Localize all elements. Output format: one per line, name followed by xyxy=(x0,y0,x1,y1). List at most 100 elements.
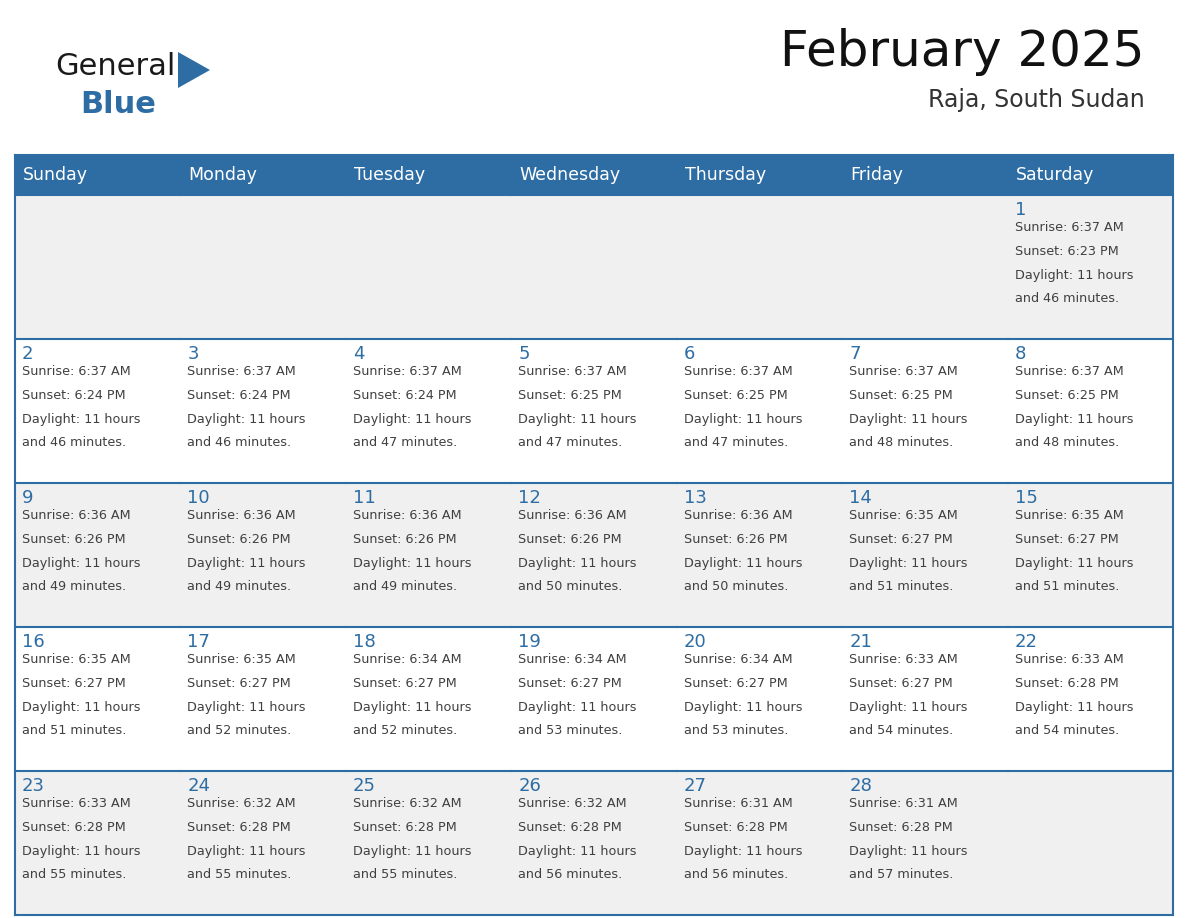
Text: Sunset: 6:27 PM: Sunset: 6:27 PM xyxy=(518,677,623,689)
Text: 18: 18 xyxy=(353,633,375,651)
Text: 5: 5 xyxy=(518,345,530,363)
Text: Sunset: 6:28 PM: Sunset: 6:28 PM xyxy=(849,821,953,834)
Text: and 48 minutes.: and 48 minutes. xyxy=(849,436,954,449)
Text: 27: 27 xyxy=(684,777,707,795)
Text: Daylight: 11 hours: Daylight: 11 hours xyxy=(518,412,637,426)
Text: Sunrise: 6:37 AM: Sunrise: 6:37 AM xyxy=(849,365,958,378)
Text: 17: 17 xyxy=(188,633,210,651)
Text: 7: 7 xyxy=(849,345,860,363)
Text: Sunset: 6:27 PM: Sunset: 6:27 PM xyxy=(23,677,126,689)
Text: Sunrise: 6:36 AM: Sunrise: 6:36 AM xyxy=(23,509,131,522)
Text: Daylight: 11 hours: Daylight: 11 hours xyxy=(23,845,140,857)
Text: and 50 minutes.: and 50 minutes. xyxy=(684,580,788,593)
Text: and 55 minutes.: and 55 minutes. xyxy=(188,868,292,881)
Text: Thursday: Thursday xyxy=(684,166,766,184)
Text: and 53 minutes.: and 53 minutes. xyxy=(518,724,623,737)
Text: Daylight: 11 hours: Daylight: 11 hours xyxy=(353,845,472,857)
Text: 3: 3 xyxy=(188,345,198,363)
Text: Sunrise: 6:33 AM: Sunrise: 6:33 AM xyxy=(1015,653,1124,666)
Text: Sunday: Sunday xyxy=(23,166,88,184)
Text: Friday: Friday xyxy=(851,166,903,184)
Text: and 47 minutes.: and 47 minutes. xyxy=(684,436,788,449)
Text: Daylight: 11 hours: Daylight: 11 hours xyxy=(353,412,472,426)
Text: 19: 19 xyxy=(518,633,542,651)
Text: Sunrise: 6:36 AM: Sunrise: 6:36 AM xyxy=(518,509,627,522)
Text: Sunrise: 6:34 AM: Sunrise: 6:34 AM xyxy=(353,653,461,666)
Text: 26: 26 xyxy=(518,777,542,795)
Text: and 52 minutes.: and 52 minutes. xyxy=(188,724,292,737)
Text: and 49 minutes.: and 49 minutes. xyxy=(23,580,126,593)
Text: Sunset: 6:26 PM: Sunset: 6:26 PM xyxy=(518,532,621,546)
Text: Daylight: 11 hours: Daylight: 11 hours xyxy=(188,412,307,426)
Text: 16: 16 xyxy=(23,633,45,651)
Text: Sunrise: 6:35 AM: Sunrise: 6:35 AM xyxy=(188,653,296,666)
Text: Daylight: 11 hours: Daylight: 11 hours xyxy=(518,700,637,713)
Text: 9: 9 xyxy=(23,489,33,507)
Text: Sunrise: 6:37 AM: Sunrise: 6:37 AM xyxy=(518,365,627,378)
Text: and 57 minutes.: and 57 minutes. xyxy=(849,868,954,881)
Text: Wednesday: Wednesday xyxy=(519,166,620,184)
Text: General: General xyxy=(55,52,176,81)
Text: 21: 21 xyxy=(849,633,872,651)
Text: Daylight: 11 hours: Daylight: 11 hours xyxy=(23,556,140,569)
Text: and 51 minutes.: and 51 minutes. xyxy=(1015,580,1119,593)
Text: Saturday: Saturday xyxy=(1016,166,1094,184)
Text: Daylight: 11 hours: Daylight: 11 hours xyxy=(23,700,140,713)
Text: Daylight: 11 hours: Daylight: 11 hours xyxy=(188,700,307,713)
Text: Sunrise: 6:31 AM: Sunrise: 6:31 AM xyxy=(849,797,958,810)
Text: and 47 minutes.: and 47 minutes. xyxy=(353,436,457,449)
Text: Daylight: 11 hours: Daylight: 11 hours xyxy=(188,845,307,857)
Text: and 55 minutes.: and 55 minutes. xyxy=(353,868,457,881)
Text: Sunrise: 6:32 AM: Sunrise: 6:32 AM xyxy=(353,797,461,810)
Text: Sunset: 6:27 PM: Sunset: 6:27 PM xyxy=(1015,532,1118,546)
Text: 6: 6 xyxy=(684,345,695,363)
Text: Daylight: 11 hours: Daylight: 11 hours xyxy=(1015,700,1133,713)
Text: Sunrise: 6:33 AM: Sunrise: 6:33 AM xyxy=(23,797,131,810)
Text: Daylight: 11 hours: Daylight: 11 hours xyxy=(353,556,472,569)
Text: Sunrise: 6:35 AM: Sunrise: 6:35 AM xyxy=(23,653,131,666)
Text: and 56 minutes.: and 56 minutes. xyxy=(518,868,623,881)
Text: Sunset: 6:28 PM: Sunset: 6:28 PM xyxy=(23,821,126,834)
Text: 22: 22 xyxy=(1015,633,1037,651)
Text: Sunset: 6:28 PM: Sunset: 6:28 PM xyxy=(518,821,623,834)
Text: Sunrise: 6:33 AM: Sunrise: 6:33 AM xyxy=(849,653,958,666)
Text: Daylight: 11 hours: Daylight: 11 hours xyxy=(684,700,802,713)
Text: 24: 24 xyxy=(188,777,210,795)
Text: and 51 minutes.: and 51 minutes. xyxy=(849,580,954,593)
Text: Daylight: 11 hours: Daylight: 11 hours xyxy=(1015,269,1133,282)
Text: Daylight: 11 hours: Daylight: 11 hours xyxy=(518,845,637,857)
Text: 4: 4 xyxy=(353,345,365,363)
Text: and 46 minutes.: and 46 minutes. xyxy=(23,436,126,449)
Text: 23: 23 xyxy=(23,777,45,795)
Text: Sunrise: 6:36 AM: Sunrise: 6:36 AM xyxy=(188,509,296,522)
Text: Blue: Blue xyxy=(80,90,156,119)
Text: and 47 minutes.: and 47 minutes. xyxy=(518,436,623,449)
Text: Daylight: 11 hours: Daylight: 11 hours xyxy=(849,845,968,857)
Text: and 51 minutes.: and 51 minutes. xyxy=(23,724,126,737)
Text: Sunrise: 6:37 AM: Sunrise: 6:37 AM xyxy=(353,365,462,378)
Text: Sunset: 6:25 PM: Sunset: 6:25 PM xyxy=(849,388,953,402)
Text: and 56 minutes.: and 56 minutes. xyxy=(684,868,788,881)
Text: Daylight: 11 hours: Daylight: 11 hours xyxy=(849,556,968,569)
Text: Sunrise: 6:37 AM: Sunrise: 6:37 AM xyxy=(188,365,296,378)
Text: 15: 15 xyxy=(1015,489,1037,507)
Text: 28: 28 xyxy=(849,777,872,795)
Text: Sunset: 6:26 PM: Sunset: 6:26 PM xyxy=(684,532,788,546)
Text: Daylight: 11 hours: Daylight: 11 hours xyxy=(518,556,637,569)
Text: and 50 minutes.: and 50 minutes. xyxy=(518,580,623,593)
Text: 20: 20 xyxy=(684,633,707,651)
Text: Daylight: 11 hours: Daylight: 11 hours xyxy=(23,412,140,426)
Text: Daylight: 11 hours: Daylight: 11 hours xyxy=(684,412,802,426)
Text: Sunrise: 6:37 AM: Sunrise: 6:37 AM xyxy=(684,365,792,378)
Text: Sunset: 6:24 PM: Sunset: 6:24 PM xyxy=(188,388,291,402)
Text: 13: 13 xyxy=(684,489,707,507)
Text: and 53 minutes.: and 53 minutes. xyxy=(684,724,788,737)
Text: February 2025: February 2025 xyxy=(781,28,1145,76)
Text: 11: 11 xyxy=(353,489,375,507)
Text: and 46 minutes.: and 46 minutes. xyxy=(188,436,291,449)
Text: 12: 12 xyxy=(518,489,542,507)
Text: Sunrise: 6:32 AM: Sunrise: 6:32 AM xyxy=(188,797,296,810)
Text: Sunrise: 6:36 AM: Sunrise: 6:36 AM xyxy=(684,509,792,522)
Text: Sunset: 6:26 PM: Sunset: 6:26 PM xyxy=(23,532,126,546)
Text: Sunset: 6:27 PM: Sunset: 6:27 PM xyxy=(188,677,291,689)
